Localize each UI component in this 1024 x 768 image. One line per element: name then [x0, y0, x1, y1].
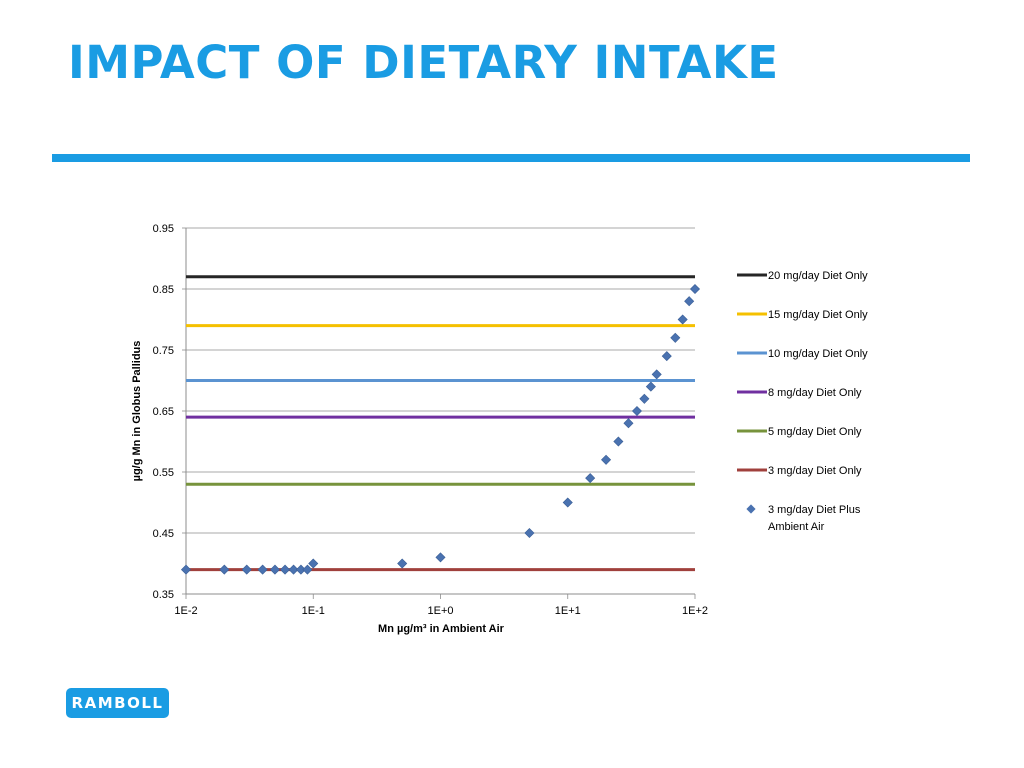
y-tick-label: 0.85 [153, 284, 174, 296]
data-point [219, 564, 230, 575]
data-point [288, 564, 299, 575]
data-point [562, 497, 573, 508]
data-point [435, 552, 446, 563]
data-point [639, 393, 650, 404]
y-tick-label: 0.65 [153, 406, 174, 418]
page-title: IMPACT OF DIETARY INTAKE [68, 36, 779, 89]
data-point [623, 418, 634, 429]
data-point [308, 558, 319, 569]
data-point [241, 564, 252, 575]
data-point [279, 564, 291, 575]
x-axis-label: Mn µg/m³ in Ambient Air [378, 623, 505, 635]
chart-legend: 20 mg/day Diet Only 15 mg/day Diet Only 10… [737, 270, 868, 533]
chart-axes: 0.35 0.45 0.55 0.65 0.75 0.85 0.95 1E-2 1E-1 1E+0… [153, 223, 708, 617]
y-tick-label: 0.35 [153, 589, 174, 601]
data-point [269, 564, 280, 575]
legend-label: Ambient Air [768, 521, 825, 533]
data-point [689, 283, 701, 295]
x-tick-label: 1E+1 [555, 605, 581, 617]
legend-label: 3 mg/day Diet Only [768, 465, 862, 477]
legend-label: 15 mg/day Diet Only [768, 309, 868, 321]
data-point [585, 473, 596, 484]
y-tick-label: 0.55 [153, 467, 174, 479]
data-point [257, 564, 268, 575]
legend-label: 5 mg/day Diet Only [768, 426, 862, 438]
data-point [180, 564, 192, 575]
data-point [302, 564, 313, 575]
data-point [684, 296, 695, 307]
data-point [631, 405, 643, 417]
legend-label: 20 mg/day Diet Only [768, 270, 868, 282]
data-point [613, 436, 624, 447]
x-tick-label: 1E+2 [682, 605, 708, 617]
data-point [670, 332, 681, 343]
data-point [677, 314, 688, 325]
x-tick-label: 1E-2 [174, 605, 197, 617]
y-axis-label: µg/g Mn in Globus Pallidus [131, 341, 143, 482]
title-divider [52, 154, 970, 162]
data-point [651, 369, 662, 380]
x-tick-label: 1E-1 [302, 605, 325, 617]
ramboll-logo: RAMBOLL [66, 688, 169, 718]
x-tick-label: 1E+0 [428, 605, 454, 617]
data-point [524, 527, 535, 539]
y-tick-label: 0.95 [153, 223, 174, 235]
legend-swatch [746, 504, 756, 514]
data-point [397, 558, 408, 569]
data-point [645, 381, 656, 392]
data-point [661, 351, 672, 362]
chart-series [180, 275, 701, 575]
y-tick-label: 0.75 [153, 345, 174, 357]
y-tick-label: 0.45 [153, 528, 174, 540]
chart-gridlines [186, 227, 695, 534]
legend-label: 10 mg/day Diet Only [768, 348, 868, 360]
data-point [601, 454, 612, 465]
logo-text: RAMBOLL [71, 694, 164, 712]
legend-label: 3 mg/day Diet Plus [768, 504, 861, 516]
legend-label: 8 mg/day Diet Only [768, 387, 862, 399]
